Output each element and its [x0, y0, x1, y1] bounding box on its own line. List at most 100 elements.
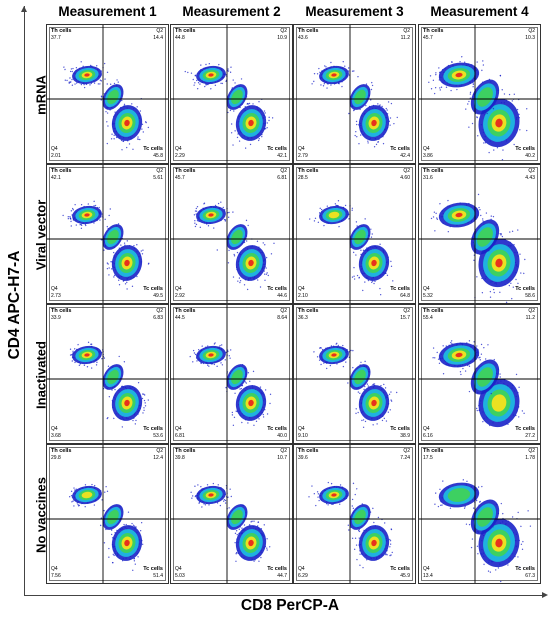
- th-cells-value: 37.7: [51, 35, 61, 41]
- q4-value: 6.29: [298, 573, 308, 579]
- q2-label: Q2: [403, 168, 410, 174]
- q2-value: 10.3: [525, 35, 535, 41]
- tc-cells-value: 40.2: [525, 153, 535, 159]
- flow-plot-panel: Th cells 39.8 Q2 10.7 Q4 5.03 Tc cells 44.7: [170, 444, 293, 584]
- th-cells-value: 45.7: [423, 35, 433, 41]
- flow-scatter-plot: [294, 445, 415, 583]
- th-cells-label: Th cells: [51, 308, 72, 314]
- th-cells-value: 39.8: [175, 455, 185, 461]
- q4-label: Q4: [298, 426, 305, 432]
- th-cells-label: Th cells: [51, 168, 72, 174]
- q2-label: Q2: [403, 448, 410, 454]
- tc-cells-value: 67.3: [525, 573, 535, 579]
- tc-cells-label: Tc cells: [143, 426, 163, 432]
- flow-scatter-plot: [47, 305, 168, 443]
- column-header-4: Measurement 4: [430, 4, 529, 19]
- q4-value: 6.81: [175, 433, 185, 439]
- q2-value: 6.81: [277, 175, 287, 181]
- q2-value: 14.4: [153, 35, 163, 41]
- q4-label: Q4: [175, 146, 182, 152]
- tc-cells-value: 45.9: [400, 573, 410, 579]
- flow-plot-panel: Th cells 31.6 Q2 4.43 Q4 5.32 Tc cells 58.6: [418, 164, 541, 304]
- th-cells-value: 31.6: [423, 175, 433, 181]
- tc-cells-label: Tc cells: [143, 286, 163, 292]
- q4-value: 2.10: [298, 293, 308, 299]
- q2-label: Q2: [156, 168, 163, 174]
- flow-scatter-plot: [47, 25, 168, 163]
- q2-label: Q2: [280, 28, 287, 34]
- th-cells-value: 28.5: [298, 175, 308, 181]
- tc-cells-label: Tc cells: [390, 426, 410, 432]
- flow-plot-panel: Th cells 43.6 Q2 11.2 Q4 2.79 Tc cells 42.4: [293, 24, 416, 164]
- th-cells-value: 42.1: [51, 175, 61, 181]
- column-header-1: Measurement 1: [58, 4, 157, 19]
- q4-value: 2.79: [298, 153, 308, 159]
- q4-label: Q4: [51, 566, 58, 572]
- q4-value: 7.56: [51, 573, 61, 579]
- x-axis-line: [24, 595, 544, 596]
- q4-value: 6.16: [423, 433, 433, 439]
- th-cells-value: 33.9: [51, 315, 61, 321]
- q2-value: 12.4: [153, 455, 163, 461]
- th-cells-label: Th cells: [298, 168, 319, 174]
- flow-scatter-plot: [47, 165, 168, 303]
- q4-value: 2.92: [175, 293, 185, 299]
- tc-cells-label: Tc cells: [390, 146, 410, 152]
- q2-value: 7.24: [400, 455, 410, 461]
- th-cells-label: Th cells: [51, 448, 72, 454]
- flow-scatter-plot: [171, 25, 292, 163]
- q2-value: 4.43: [525, 175, 535, 181]
- th-cells-label: Th cells: [423, 448, 444, 454]
- q4-label: Q4: [298, 566, 305, 572]
- flow-plot-panel: Th cells 45.7 Q2 6.81 Q4 2.92 Tc cells 44.6: [170, 164, 293, 304]
- q4-label: Q4: [423, 426, 430, 432]
- flow-plot-panel: Th cells 36.3 Q2 15.7 Q4 9.10 Tc cells 38.9: [293, 304, 416, 444]
- tc-cells-label: Tc cells: [267, 566, 287, 572]
- th-cells-value: 29.8: [51, 455, 61, 461]
- q2-label: Q2: [156, 308, 163, 314]
- th-cells-value: 45.7: [175, 175, 185, 181]
- flow-scatter-plot: [294, 25, 415, 163]
- flow-plot-panel: Th cells 37.7 Q2 14.4 Q4 2.01 Tc cells 45.8: [46, 24, 169, 164]
- flow-plot-panel: Th cells 28.5 Q2 4.60 Q4 2.10 Tc cells 64.8: [293, 164, 416, 304]
- column-header-3: Measurement 3: [305, 4, 404, 19]
- tc-cells-label: Tc cells: [515, 286, 535, 292]
- x-axis-arrow: [542, 592, 548, 598]
- q4-value: 2.73: [51, 293, 61, 299]
- q2-label: Q2: [528, 168, 535, 174]
- tc-cells-label: Tc cells: [267, 426, 287, 432]
- flow-plot-panel: Th cells 39.6 Q2 7.24 Q4 6.29 Tc cells 45.9: [293, 444, 416, 584]
- q4-label: Q4: [175, 566, 182, 572]
- th-cells-label: Th cells: [298, 28, 319, 34]
- q2-label: Q2: [280, 168, 287, 174]
- tc-cells-value: 42.1: [277, 153, 287, 159]
- q2-value: 1.78: [525, 455, 535, 461]
- flow-scatter-plot: [419, 165, 540, 303]
- q4-label: Q4: [423, 146, 430, 152]
- flow-plot-panel: Th cells 45.7 Q2 10.3 Q4 3.86 Tc cells 40.2: [418, 24, 541, 164]
- th-cells-label: Th cells: [175, 448, 196, 454]
- tc-cells-value: 64.8: [400, 293, 410, 299]
- x-axis-title: CD8 PerCP-A: [240, 597, 340, 614]
- flow-plot-panel: Th cells 17.5 Q2 1.78 Q4 13.4 Tc cells 67.3: [418, 444, 541, 584]
- th-cells-label: Th cells: [298, 308, 319, 314]
- th-cells-value: 36.3: [298, 315, 308, 321]
- q4-label: Q4: [175, 426, 182, 432]
- y-axis-line: [24, 6, 25, 596]
- flow-plot-panel: Th cells 29.8 Q2 12.4 Q4 7.56 Tc cells 51.4: [46, 444, 169, 584]
- tc-cells-value: 44.7: [277, 573, 287, 579]
- column-header-2: Measurement 2: [182, 4, 281, 19]
- th-cells-value: 44.8: [175, 35, 185, 41]
- tc-cells-label: Tc cells: [515, 426, 535, 432]
- q2-value: 15.7: [400, 315, 410, 321]
- tc-cells-value: 27.2: [525, 433, 535, 439]
- flow-plot-panel: Th cells 42.1 Q2 5.61 Q4 2.73 Tc cells 49.5: [46, 164, 169, 304]
- y-axis-arrow: [21, 6, 27, 12]
- q2-value: 10.9: [277, 35, 287, 41]
- th-cells-label: Th cells: [423, 308, 444, 314]
- q2-label: Q2: [403, 308, 410, 314]
- th-cells-label: Th cells: [298, 448, 319, 454]
- q4-value: 3.68: [51, 433, 61, 439]
- th-cells-label: Th cells: [175, 168, 196, 174]
- q4-value: 2.29: [175, 153, 185, 159]
